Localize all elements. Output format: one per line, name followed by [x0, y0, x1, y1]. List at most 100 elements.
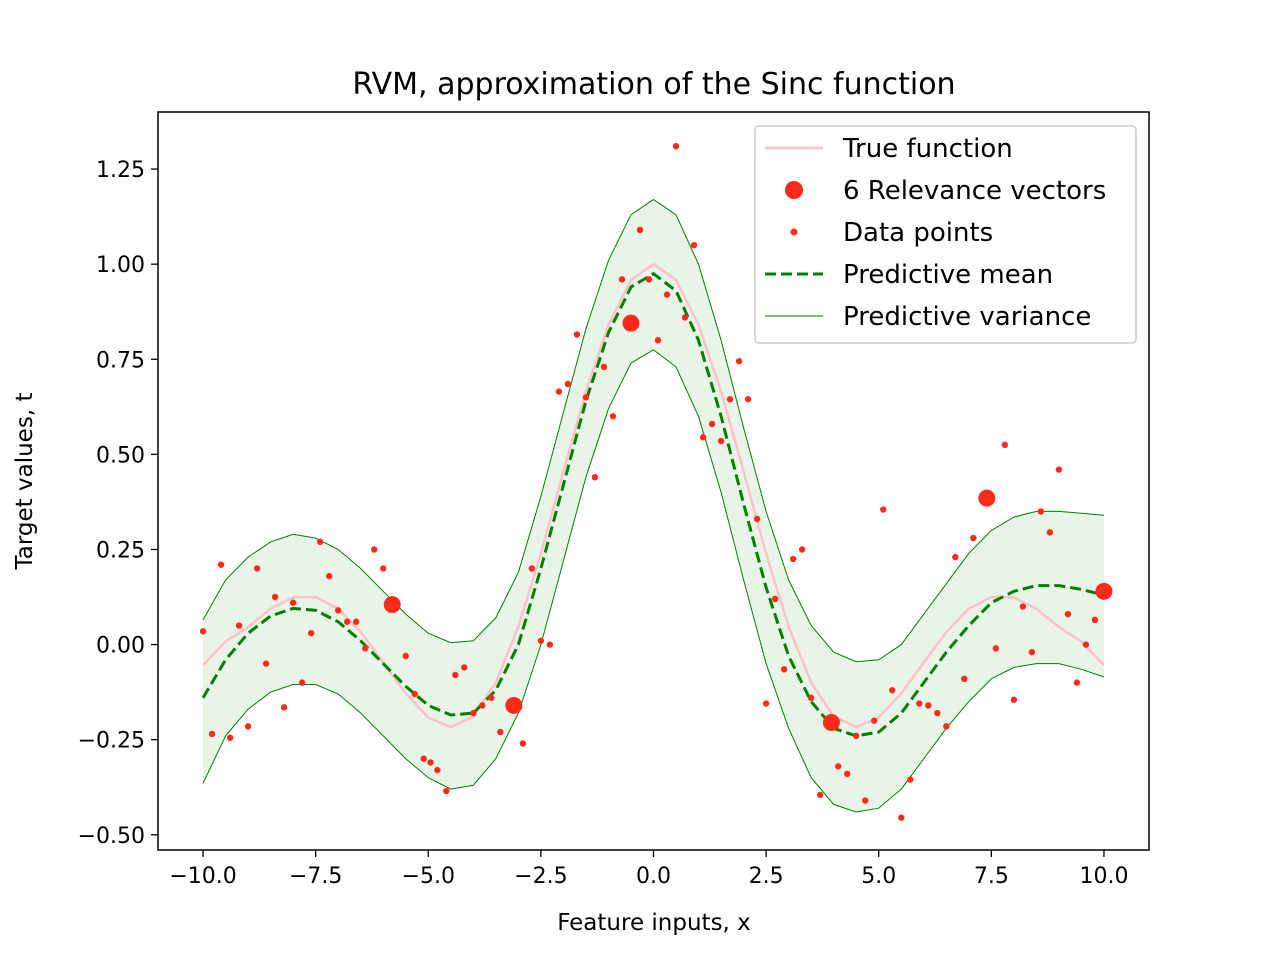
x-tick-label-5: 2.5: [749, 864, 784, 889]
relevance-vector-1: [505, 696, 523, 714]
data-point-28: [461, 664, 468, 671]
data-point-93: [1091, 616, 1099, 624]
data-point-40: [582, 394, 590, 401]
data-point-31: [488, 694, 495, 702]
data-point-78: [943, 723, 950, 730]
data-point-11: [298, 679, 306, 686]
legend-item-1-label: 6 Relevance vectors: [843, 176, 1106, 206]
data-point-24: [427, 759, 434, 766]
data-point-9: [280, 704, 288, 711]
data-point-88: [1046, 529, 1054, 536]
data-point-2: [217, 561, 225, 568]
predictive-mean-line: [201, 271, 1105, 738]
y-tick-label-3: 0.25: [96, 538, 145, 563]
data-point-79: [952, 553, 959, 561]
y-tick-label-4: 0.50: [96, 443, 145, 468]
data-point-53: [708, 420, 716, 428]
x-tick-label-8: 10.0: [1079, 864, 1128, 889]
data-point-70: [871, 717, 878, 724]
relevance-vector-3: [822, 714, 840, 732]
data-point-90: [1064, 610, 1072, 618]
data-point-27: [452, 671, 459, 679]
x-tick-label-1: −7.5: [289, 864, 342, 889]
x-axis-label: Feature inputs, x: [557, 910, 751, 936]
data-point-0: [199, 628, 207, 635]
x-tick-label-3: −2.5: [514, 864, 567, 889]
data-point-56: [735, 357, 743, 365]
data-point-66: [834, 763, 842, 770]
data-point-1: [208, 730, 216, 738]
legend-item-2-swatch: [790, 228, 798, 236]
plot-area: [199, 143, 1113, 821]
x-tick-label-7: 7.5: [974, 864, 1009, 889]
data-point-18: [362, 645, 369, 652]
data-point-86: [1028, 648, 1036, 656]
data-point-65: [816, 791, 824, 799]
data-point-35: [537, 637, 545, 644]
data-point-68: [853, 732, 860, 740]
data-point-5: [244, 723, 252, 730]
data-point-45: [636, 226, 644, 234]
data-point-16: [343, 618, 351, 625]
data-point-20: [380, 565, 387, 572]
data-point-29: [470, 709, 477, 717]
data-point-72: [889, 687, 896, 694]
data-point-92: [1082, 641, 1090, 648]
legend-item-0-label: True function: [842, 134, 1013, 164]
data-point-4: [235, 622, 243, 629]
data-point-71: [880, 506, 887, 513]
data-point-49: [672, 143, 680, 150]
data-point-30: [479, 702, 486, 709]
relevance-vector-4: [978, 489, 996, 507]
y-tick-label-2: 0.00: [96, 634, 145, 659]
data-point-23: [420, 755, 427, 762]
data-point-91: [1073, 679, 1081, 686]
data-point-15: [334, 607, 342, 614]
legend-item-4-label: Predictive variance: [843, 302, 1091, 332]
data-point-25: [434, 766, 441, 774]
x-tick-label-6: 5.0: [861, 864, 896, 889]
relevance-vector-0: [383, 596, 401, 614]
data-point-38: [564, 380, 572, 388]
data-point-32: [497, 728, 504, 736]
variance-upper-line: [202, 198, 1105, 663]
data-point-44: [618, 276, 626, 283]
x-tick-label-0: −10.0: [169, 864, 236, 889]
data-point-12: [307, 629, 315, 637]
data-point-57: [744, 396, 752, 403]
y-tick-label-7: 1.25: [96, 158, 145, 183]
legend-item-2-label: Data points: [843, 218, 993, 248]
data-point-37: [555, 388, 563, 395]
data-point-89: [1055, 466, 1063, 473]
axis-ticks: −10.0 −7.5 −5.0 −2.5 0.0 2.5 5.0 7.5 10.0 −0.50 −0…: [78, 158, 1129, 889]
data-point-77: [934, 709, 941, 717]
data-point-81: [970, 534, 977, 542]
legend-item-3-label: Predictive mean: [843, 260, 1053, 290]
data-point-82: [992, 645, 1000, 652]
data-point-83: [1001, 441, 1009, 449]
x-tick-label-4: 0.0: [636, 864, 671, 889]
data-point-75: [916, 700, 923, 707]
data-point-67: [843, 770, 851, 778]
data-point-47: [654, 337, 662, 344]
data-point-17: [353, 618, 360, 625]
y-tick-label-5: 0.75: [96, 348, 145, 373]
legend-item-1-swatch: [785, 181, 803, 199]
data-point-46: [645, 276, 653, 283]
data-point-51: [690, 241, 698, 249]
data-point-22: [411, 690, 418, 698]
true-function-line: [202, 262, 1105, 729]
data-point-6: [253, 565, 261, 572]
data-point-19: [371, 546, 378, 553]
data-point-74: [907, 776, 914, 783]
data-point-7: [262, 660, 270, 667]
data-point-62: [789, 555, 797, 563]
data-point-43: [609, 413, 617, 420]
data-point-59: [762, 700, 770, 707]
variance-band: [203, 199, 1104, 812]
data-point-73: [898, 814, 905, 821]
legend-box: [754, 125, 1137, 344]
data-point-33: [519, 740, 527, 747]
data-point-21: [402, 652, 409, 660]
legend: True function 6 Relevance vectors Data poi…: [754, 125, 1137, 344]
